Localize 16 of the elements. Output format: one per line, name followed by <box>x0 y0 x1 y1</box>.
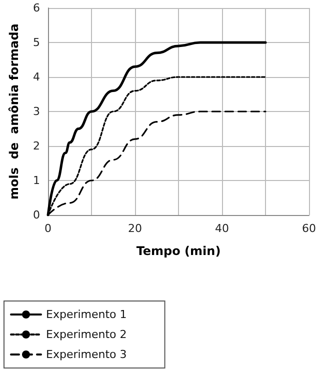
y-tick-label: 4 <box>33 70 40 84</box>
y-tick-label: 0 <box>33 208 40 222</box>
y-tick-label: 3 <box>33 105 40 118</box>
x-tick-label: 20 <box>128 222 142 235</box>
x-tick-label: 0 <box>44 222 52 235</box>
x-axis-title: Tempo (min) <box>136 244 221 258</box>
legend-label: Experimento 1 <box>46 308 127 321</box>
y-axis-title: mols de amônia formada <box>7 24 21 200</box>
y-tick-label: 1 <box>33 174 40 187</box>
x-tick-label: 40 <box>215 222 229 235</box>
legend-label: Experimento 3 <box>46 348 127 361</box>
x-tick-label: 60 <box>302 222 316 235</box>
y-tick-label: 2 <box>33 140 40 152</box>
y-tick-label: 5 <box>33 36 40 49</box>
legend-label: Experimento 2 <box>46 328 127 341</box>
y-tick-label: 6 <box>33 2 40 14</box>
